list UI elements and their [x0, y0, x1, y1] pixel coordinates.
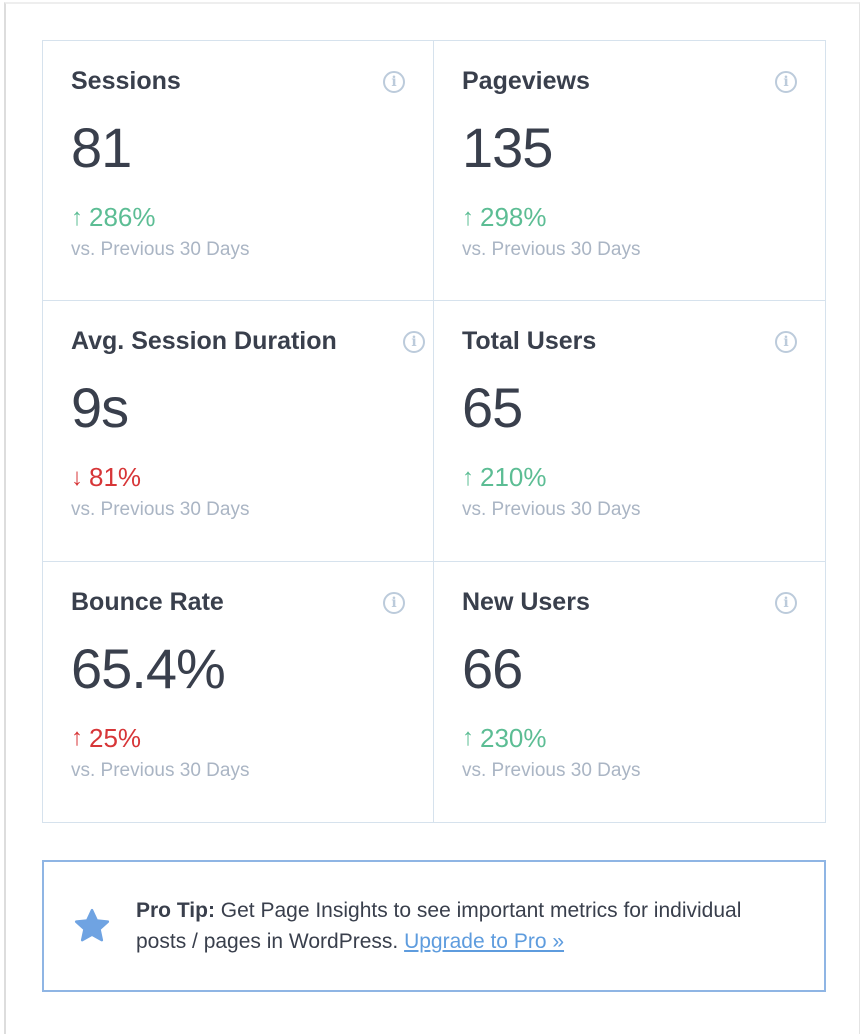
arrow-up-icon: ↑ — [462, 724, 474, 752]
pro-tip-label: Pro Tip: — [136, 899, 215, 922]
metric-sessions: Sessions i 81 ↑ 286% vs. Previous 30 Days — [43, 41, 434, 302]
comparison-label: vs. Previous 30 Days — [71, 499, 250, 521]
info-icon[interactable]: i — [775, 331, 797, 354]
info-icon[interactable]: i — [775, 71, 797, 93]
change-percent: 286% — [89, 202, 156, 232]
pro-tip-text: Pro Tip: Get Page Insights to see import… — [136, 895, 756, 957]
panel-frame — [4, 2, 860, 1034]
metric-change: ↑ 286% — [71, 202, 405, 233]
arrow-up-icon: ↑ — [462, 203, 474, 231]
change-percent: 210% — [480, 462, 547, 493]
metric-value: 65 — [462, 376, 523, 440]
metric-change: ↑ 230% — [462, 723, 797, 754]
metric-value: 81 — [71, 116, 132, 179]
change-percent: 298% — [480, 202, 547, 232]
metric-bounce-rate: Bounce Rate i 65.4% ↑ 25% vs. Previous 30… — [43, 561, 434, 822]
metric-title: Sessions — [71, 67, 181, 95]
comparison-label: vs. Previous 30 Days — [71, 239, 250, 260]
info-icon[interactable]: i — [383, 591, 405, 614]
metric-title: Bounce Rate — [71, 587, 224, 616]
metric-change: ↑ 25% — [71, 723, 405, 754]
arrow-down-icon: ↓ — [71, 463, 83, 491]
metric-value: 66 — [462, 636, 523, 700]
metric-change: ↑ 210% — [462, 462, 797, 493]
arrow-up-icon: ↑ — [71, 724, 83, 752]
info-icon[interactable]: i — [383, 71, 405, 93]
metric-title: New Users — [462, 587, 590, 616]
metric-change: ↓ 81% — [71, 462, 405, 493]
comparison-label: vs. Previous 30 Days — [71, 759, 250, 781]
metric-pageviews: Pageviews i 135 ↑ 298% vs. Previous 30 Da… — [434, 41, 825, 302]
comparison-label: vs. Previous 30 Days — [462, 759, 641, 781]
metric-title: Total Users — [462, 327, 597, 356]
metrics-grid: Sessions i 81 ↑ 286% vs. Previous 30 Days… — [42, 40, 826, 823]
arrow-up-icon: ↑ — [71, 203, 83, 231]
metric-change: ↑ 298% — [462, 202, 797, 233]
metric-value: 9s — [71, 376, 129, 440]
metric-total-users: Total Users i 65 ↑ 210% vs. Previous 30 D… — [434, 301, 825, 562]
info-icon[interactable]: i — [775, 591, 797, 614]
change-percent: 25% — [89, 722, 142, 753]
comparison-label: vs. Previous 30 Days — [462, 499, 641, 521]
metric-avg-session-duration: Avg. Session Duration i 9s ↓ 81% vs. Prev… — [43, 301, 434, 562]
comparison-label: vs. Previous 30 Days — [462, 239, 641, 260]
arrow-up-icon: ↑ — [462, 463, 474, 491]
change-percent: 230% — [480, 722, 547, 753]
metric-new-users: New Users i 66 ↑ 230% vs. Previous 30 Day… — [434, 562, 825, 822]
upgrade-link[interactable]: Upgrade to Pro » — [404, 930, 565, 953]
metric-value: 135 — [462, 116, 553, 179]
pro-tip-message: Get Page Insights to see important metri… — [136, 899, 742, 953]
pro-tip-box: Pro Tip: Get Page Insights to see import… — [42, 860, 826, 992]
info-icon[interactable]: i — [403, 331, 425, 354]
metric-title: Pageviews — [462, 67, 590, 95]
metric-title: Avg. Session Duration — [71, 327, 337, 356]
metric-value: 65.4% — [71, 636, 226, 700]
star-icon — [74, 908, 110, 942]
change-percent: 81% — [89, 462, 142, 493]
